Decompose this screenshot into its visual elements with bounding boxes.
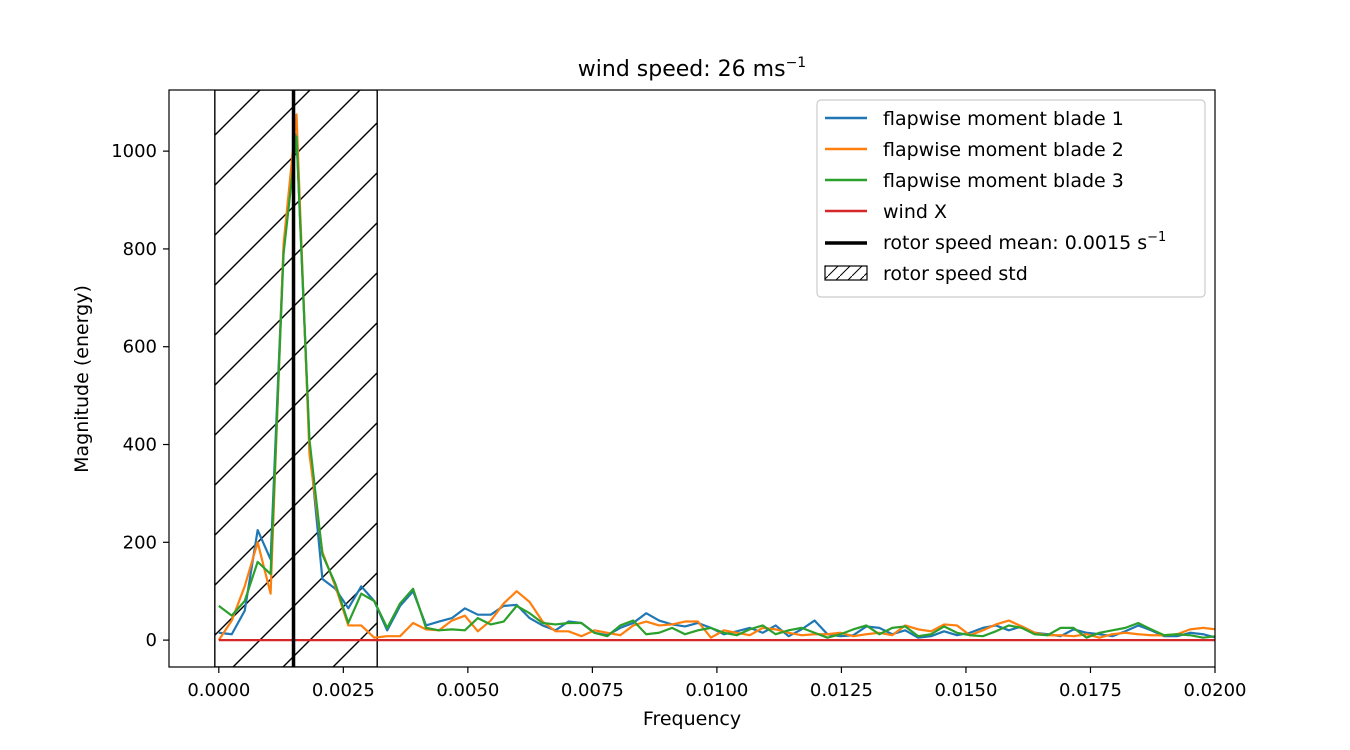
legend-label-rotor-speed-std: rotor speed std [883,263,1028,285]
series-layer [217,113,1215,642]
x-tick-label: 0.0025 [312,680,375,701]
legend-label-rotor-speed-mean-0-0015-s: rotor speed mean: 0.0015 s−1 [883,230,1166,254]
y-tick-label: 800 [123,239,157,260]
y-axis-ticks: 0 200 400 600 800 1000 [111,141,169,651]
y-tick-label: 200 [123,532,157,553]
x-tick-label: 0.0000 [187,680,250,701]
x-tick-label: 0.0200 [1184,680,1247,701]
chart-title-superscript: −1 [786,55,807,71]
legend-label-superscript: −1 [1147,230,1166,245]
legend: flapwise moment blade 1 flapwise moment b… [816,99,1206,298]
legend-label-wind-x: wind X [883,201,947,223]
y-tick-label: 0 [146,630,157,651]
x-tick-label: 0.0100 [685,680,748,701]
x-tick-label: 0.0075 [561,680,624,701]
series-line-3 [218,135,1215,639]
plot-frame [168,89,1216,668]
x-axis-ticks: 0.0000 0.0025 0.0050 0.0075 0.0100 0.0125 0.01… [187,667,1246,701]
rotor-speed-std-band [214,90,378,667]
legend-swatch-rotor-speed-std [824,265,868,281]
x-tick-label: 0.0175 [1059,680,1122,701]
y-tick-label: 600 [123,337,157,358]
legend-box [816,99,1206,298]
x-tick-label: 0.0150 [934,680,997,701]
chart-title: wind speed: 26 ms−1 [578,55,806,82]
x-tick-label: 0.0125 [810,680,873,701]
legend-label-flapwise-moment-blade-2: flapwise moment blade 2 [883,139,1124,161]
rotor-speed-std-area [214,90,378,667]
y-axis-label: Magnitude (energy) [71,285,93,473]
y-tick-label: 1000 [111,141,157,162]
y-tick-label: 400 [123,435,157,456]
x-axis-label: Frequency [643,708,741,730]
x-tick-label: 0.0050 [436,680,499,701]
legend-label-flapwise-moment-blade-3: flapwise moment blade 3 [883,170,1124,192]
legend-label-flapwise-moment-blade-1: flapwise moment blade 1 [883,108,1124,130]
